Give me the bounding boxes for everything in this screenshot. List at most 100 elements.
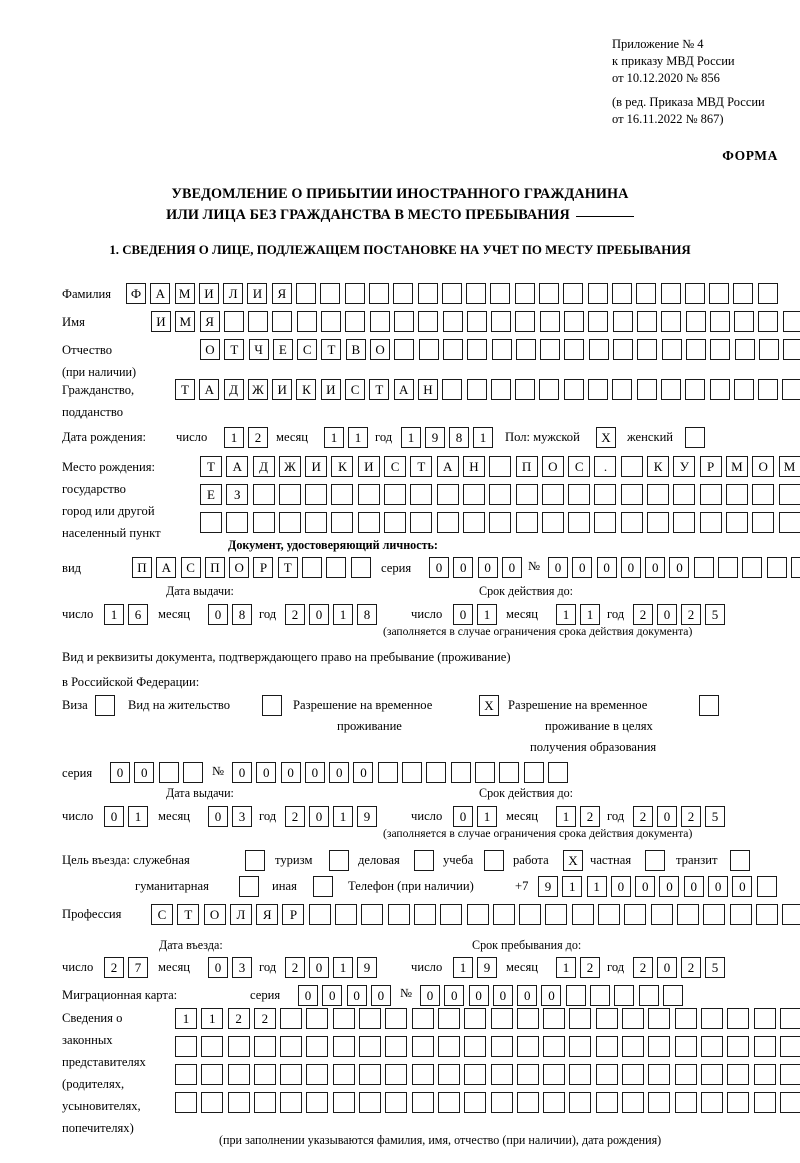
char-cell[interactable]: 1 xyxy=(175,1008,197,1029)
char-cell[interactable]: 1 xyxy=(477,806,497,827)
char-cell[interactable] xyxy=(620,512,643,533)
char-cell[interactable]: 0 xyxy=(420,985,440,1006)
char-cell[interactable] xyxy=(757,283,778,304)
char-cell[interactable] xyxy=(674,1036,697,1057)
char-cell[interactable] xyxy=(296,311,317,332)
char-cell[interactable] xyxy=(413,904,436,925)
char-cell[interactable]: 1 xyxy=(333,604,353,625)
char-cell[interactable] xyxy=(730,850,750,871)
char-cell[interactable] xyxy=(734,339,755,360)
char-cell[interactable] xyxy=(718,557,739,578)
char-cell[interactable] xyxy=(594,484,617,505)
char-cell[interactable] xyxy=(464,1092,487,1113)
char-cell[interactable] xyxy=(308,904,331,925)
char-cell[interactable] xyxy=(464,1008,487,1029)
char-cell[interactable]: Е xyxy=(272,339,293,360)
char-cell[interactable] xyxy=(516,1092,539,1113)
char-cell[interactable]: С xyxy=(297,339,318,360)
char-cell[interactable] xyxy=(569,1092,592,1113)
char-cell[interactable] xyxy=(332,1036,355,1057)
char-cell[interactable] xyxy=(636,283,657,304)
char-cell[interactable] xyxy=(779,1064,800,1085)
char-cell[interactable]: 1 xyxy=(562,876,583,897)
char-cell[interactable]: 2 xyxy=(633,957,653,978)
purpose-private-checkbox[interactable] xyxy=(645,850,669,871)
char-cell[interactable] xyxy=(700,1036,723,1057)
char-cell[interactable] xyxy=(636,379,657,400)
char-cell[interactable]: 1 xyxy=(556,957,576,978)
char-cell[interactable] xyxy=(272,311,293,332)
char-cell[interactable] xyxy=(620,456,643,477)
char-cell[interactable] xyxy=(660,379,681,400)
char-cell[interactable] xyxy=(252,512,275,533)
char-cell[interactable]: 3 xyxy=(232,806,252,827)
char-cell[interactable] xyxy=(385,1064,408,1085)
char-cell[interactable] xyxy=(727,1092,750,1113)
char-cell[interactable]: 2 xyxy=(580,806,600,827)
char-cell[interactable] xyxy=(753,1092,776,1113)
char-cell[interactable]: Н xyxy=(462,456,485,477)
char-cell[interactable] xyxy=(779,1036,800,1057)
char-cell[interactable]: 0 xyxy=(501,557,522,578)
char-cell[interactable] xyxy=(758,379,779,400)
char-cell[interactable]: 1 xyxy=(586,876,607,897)
char-cell[interactable] xyxy=(515,484,538,505)
char-cell[interactable] xyxy=(519,904,542,925)
purpose-official-checkbox[interactable] xyxy=(245,850,269,871)
char-cell[interactable] xyxy=(411,1092,434,1113)
char-cell[interactable] xyxy=(175,1064,197,1085)
char-cell[interactable]: X xyxy=(563,850,583,871)
char-cell[interactable]: 8 xyxy=(357,604,377,625)
char-cell[interactable] xyxy=(660,283,681,304)
char-cell[interactable]: 0 xyxy=(708,876,729,897)
char-cell[interactable] xyxy=(227,1064,250,1085)
char-cell[interactable] xyxy=(563,379,584,400)
char-cell[interactable] xyxy=(411,1064,434,1085)
char-cell[interactable] xyxy=(569,1064,592,1085)
char-cell[interactable] xyxy=(611,283,632,304)
char-cell[interactable]: Т xyxy=(177,904,200,925)
char-cell[interactable] xyxy=(442,339,463,360)
char-cell[interactable]: 2 xyxy=(253,1008,276,1029)
char-cell[interactable] xyxy=(595,1064,618,1085)
char-cell[interactable]: 0 xyxy=(329,762,350,783)
char-cell[interactable] xyxy=(385,1036,408,1057)
char-cell[interactable]: П xyxy=(132,557,152,578)
char-cell[interactable] xyxy=(306,1092,329,1113)
char-cell[interactable] xyxy=(700,1092,723,1113)
char-cell[interactable]: С xyxy=(345,379,366,400)
char-cell[interactable]: 2 xyxy=(681,957,701,978)
char-cell[interactable] xyxy=(699,512,722,533)
char-cell[interactable] xyxy=(410,484,433,505)
char-cell[interactable]: С xyxy=(180,557,201,578)
char-cell[interactable] xyxy=(545,904,568,925)
char-cell[interactable] xyxy=(326,557,347,578)
purpose-other-checkbox[interactable] xyxy=(313,876,337,897)
char-cell[interactable]: М xyxy=(778,456,800,477)
char-cell[interactable]: 9 xyxy=(425,427,445,448)
char-cell[interactable] xyxy=(253,1064,276,1085)
char-cell[interactable]: 0 xyxy=(453,557,474,578)
char-cell[interactable] xyxy=(359,1064,382,1085)
char-cell[interactable] xyxy=(411,1036,434,1057)
char-cell[interactable]: О xyxy=(203,904,226,925)
char-cell[interactable] xyxy=(394,339,415,360)
char-cell[interactable]: 1 xyxy=(333,957,353,978)
char-cell[interactable] xyxy=(402,762,423,783)
char-cell[interactable] xyxy=(253,1036,276,1057)
char-cell[interactable] xyxy=(779,1008,800,1029)
char-cell[interactable]: 2 xyxy=(285,957,305,978)
char-cell[interactable] xyxy=(201,1036,224,1057)
char-cell[interactable] xyxy=(727,1064,750,1085)
char-cell[interactable] xyxy=(442,311,463,332)
char-cell[interactable]: Р xyxy=(282,904,305,925)
char-cell[interactable] xyxy=(450,762,471,783)
char-cell[interactable]: 0 xyxy=(657,604,677,625)
